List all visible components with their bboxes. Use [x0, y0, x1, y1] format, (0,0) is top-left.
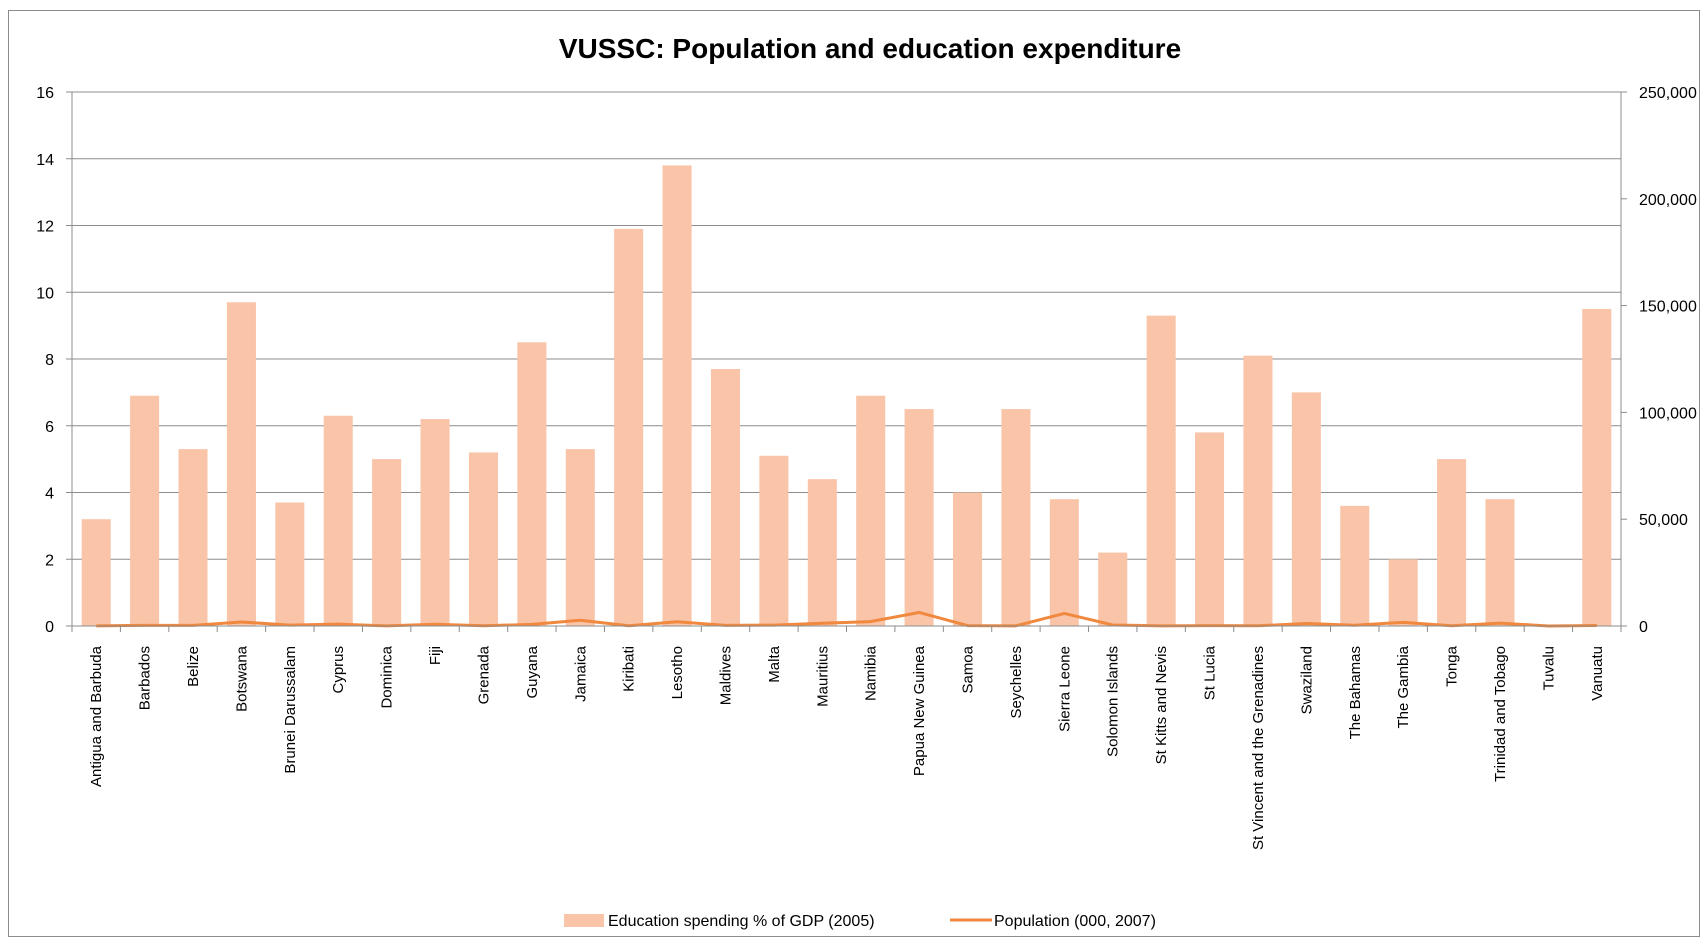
left-tick-label: 12: [36, 219, 54, 236]
category-label: Cyprus: [330, 646, 347, 694]
bar: [1340, 505, 1370, 626]
category-label: St Kitts and Nevis: [1153, 646, 1170, 764]
bar: [614, 228, 644, 626]
category-label: Swaziland: [1298, 646, 1315, 714]
bar: [856, 395, 886, 626]
bar: [1582, 308, 1612, 626]
category-label: Jamaica: [572, 645, 589, 702]
bar: [323, 415, 353, 626]
category-label: Solomon Islands: [1105, 646, 1122, 757]
right-tick-label: 150,000: [1639, 299, 1697, 316]
category-label: St Vincent and the Grenadines: [1250, 646, 1267, 850]
category-label: The Bahamas: [1347, 646, 1364, 739]
left-tick-label: 6: [45, 419, 54, 436]
right-axis-labels: 0 50,000 100,000 150,000 200,000 250,000: [1639, 85, 1697, 636]
bar: [565, 449, 595, 626]
category-label: Grenada: [475, 645, 492, 704]
bar: [1388, 559, 1418, 626]
left-tick-label: 0: [45, 619, 54, 636]
bar-series: [81, 165, 1612, 627]
bar: [1049, 499, 1079, 626]
left-tick-label: 16: [36, 85, 54, 102]
bar: [1146, 315, 1176, 626]
bar: [372, 459, 402, 626]
legend: Education spending % of GDP (2005) Popula…: [564, 913, 1156, 930]
chart-frame: [8, 10, 1700, 937]
bar: [1001, 409, 1031, 626]
category-label: Tuvalu: [1540, 646, 1557, 690]
category-label: Brunei Darussalam: [282, 646, 299, 774]
left-tick-label: 14: [36, 152, 54, 169]
bar: [952, 492, 983, 626]
category-label: St Lucia: [1202, 645, 1219, 700]
bar: [1195, 432, 1225, 626]
category-label: Dominica: [379, 645, 396, 708]
category-label: Barbados: [137, 646, 154, 710]
category-label: Kiribati: [621, 646, 638, 692]
bar: [178, 449, 208, 626]
category-labels: Antigua and Barbuda Barbados Belize Botswan…: [88, 645, 1606, 850]
category-label: The Gambia: [1395, 645, 1412, 728]
legend-swatch-bar: [564, 914, 604, 927]
category-label: Guyana: [524, 645, 541, 698]
bar: [1098, 552, 1128, 626]
legend-label-line: Population (000, 2007): [994, 913, 1156, 930]
left-axis-labels: 0 2 4 6 8 10 12 14 16: [36, 85, 54, 636]
line-series: [96, 610, 1597, 628]
category-label: Sierra Leone: [1056, 646, 1073, 732]
bar: [1243, 355, 1273, 626]
category-label: Seychelles: [1008, 646, 1025, 719]
population-line: [96, 610, 1597, 628]
category-label: Trinidad and Tobago: [1492, 646, 1509, 782]
right-tick-label: 50,000: [1639, 512, 1688, 529]
category-label: Lesotho: [669, 646, 686, 699]
category-label: Botswana: [233, 645, 250, 712]
category-label: Namibia: [863, 645, 880, 701]
right-tick-label: 100,000: [1639, 405, 1697, 422]
category-label: Samoa: [960, 645, 977, 693]
left-tick-label: 2: [45, 552, 54, 569]
category-label: Papua New Guinea: [911, 645, 928, 776]
axes: [66, 91, 1627, 632]
right-tick-label: 0: [1639, 619, 1648, 636]
left-tick-label: 4: [45, 486, 54, 503]
left-tick-label: 10: [36, 285, 54, 302]
bar: [420, 419, 450, 626]
right-tick-label: 250,000: [1639, 85, 1697, 102]
category-label: Vanuatu: [1589, 646, 1606, 701]
category-label: Malta: [766, 645, 783, 682]
chart-title: VUSSC: Population and education expendit…: [559, 33, 1181, 64]
left-tick-label: 8: [45, 352, 54, 369]
bar: [468, 452, 498, 626]
bar: [81, 519, 111, 626]
bar: [1437, 459, 1467, 626]
bar: [226, 302, 256, 626]
bar: [130, 395, 160, 626]
bar: [807, 479, 837, 626]
category-label: Tonga: [1444, 645, 1461, 687]
bar: [904, 409, 934, 626]
right-tick-label: 200,000: [1639, 192, 1697, 209]
bar: [1291, 392, 1321, 626]
bar: [517, 342, 547, 626]
category-label: Mauritius: [814, 646, 831, 707]
legend-label-bar: Education spending % of GDP (2005): [608, 913, 875, 930]
bar: [759, 455, 789, 626]
category-label: Maldives: [717, 646, 734, 705]
category-label: Belize: [185, 646, 202, 687]
category-label: Fiji: [427, 646, 444, 665]
bar: [275, 502, 305, 626]
category-label: Antigua and Barbuda: [88, 645, 105, 787]
bar: [710, 369, 741, 626]
bar: [1485, 499, 1515, 626]
bar: [662, 165, 692, 627]
